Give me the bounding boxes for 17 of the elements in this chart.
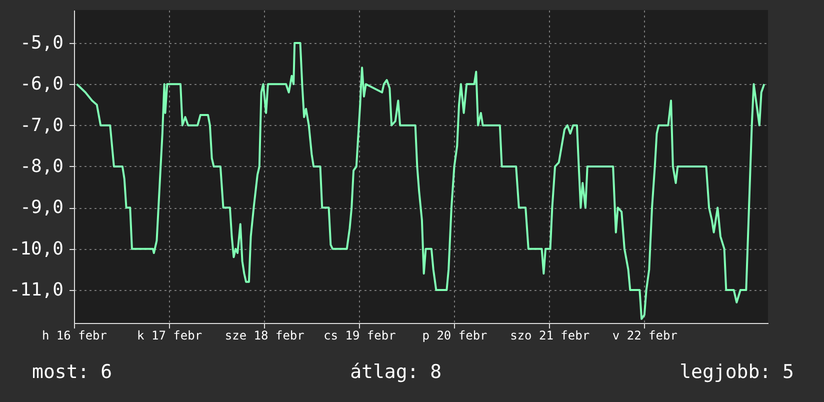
x-tick-label: cs 19 febr: [324, 328, 396, 342]
x-tick-label: k 17 febr: [137, 328, 202, 342]
x-tick-label: p 20 febr: [422, 328, 488, 342]
text: átlag: 8: [350, 361, 442, 383]
text: legjobb: 5: [680, 361, 794, 383]
x-tick-label: szo 21 febr: [510, 328, 590, 342]
y-tick-label: -8,0: [20, 156, 64, 177]
x-tick-label: sze 18 febr: [224, 328, 304, 342]
x-tick-label: v 22 febr: [612, 328, 678, 342]
x-tick-label: h 16 febr: [42, 328, 108, 342]
y-tick-label: -11,0: [9, 280, 64, 301]
y-tick-label: -7,0: [20, 114, 64, 136]
y-tick-label: -9,0: [20, 197, 64, 218]
y-tick-label: -5,0: [20, 32, 64, 54]
y-tick-label: -10,0: [9, 238, 64, 260]
text: most: 6: [32, 361, 112, 383]
y-tick-label: -6,0: [20, 74, 64, 95]
